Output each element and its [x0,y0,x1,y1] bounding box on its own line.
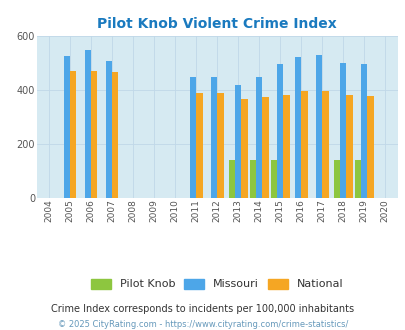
Bar [354,160,360,198]
Bar [217,93,223,198]
Bar [210,77,217,198]
Bar [315,55,322,198]
Legend: Pilot Knob, Missouri, National: Pilot Knob, Missouri, National [87,275,346,293]
Bar [333,160,339,198]
Bar [241,99,247,198]
Bar [360,64,367,198]
Bar [345,95,352,198]
Bar [64,56,70,198]
Bar [294,56,301,198]
Bar [85,50,91,198]
Bar [256,77,262,198]
Bar [228,160,234,198]
Bar [367,96,373,198]
Bar [196,93,202,198]
Bar [283,95,289,198]
Text: Crime Index corresponds to incidents per 100,000 inhabitants: Crime Index corresponds to incidents per… [51,304,354,314]
Bar [339,63,345,198]
Bar [270,160,276,198]
Bar [91,71,97,198]
Bar [276,64,283,198]
Title: Pilot Knob Violent Crime Index: Pilot Knob Violent Crime Index [97,17,336,31]
Bar [262,97,268,198]
Bar [234,85,241,198]
Bar [249,160,256,198]
Bar [106,61,112,198]
Bar [322,91,328,198]
Bar [70,71,76,198]
Text: © 2025 CityRating.com - https://www.cityrating.com/crime-statistics/: © 2025 CityRating.com - https://www.city… [58,320,347,329]
Bar [301,91,307,198]
Bar [112,72,118,198]
Bar [190,77,196,198]
